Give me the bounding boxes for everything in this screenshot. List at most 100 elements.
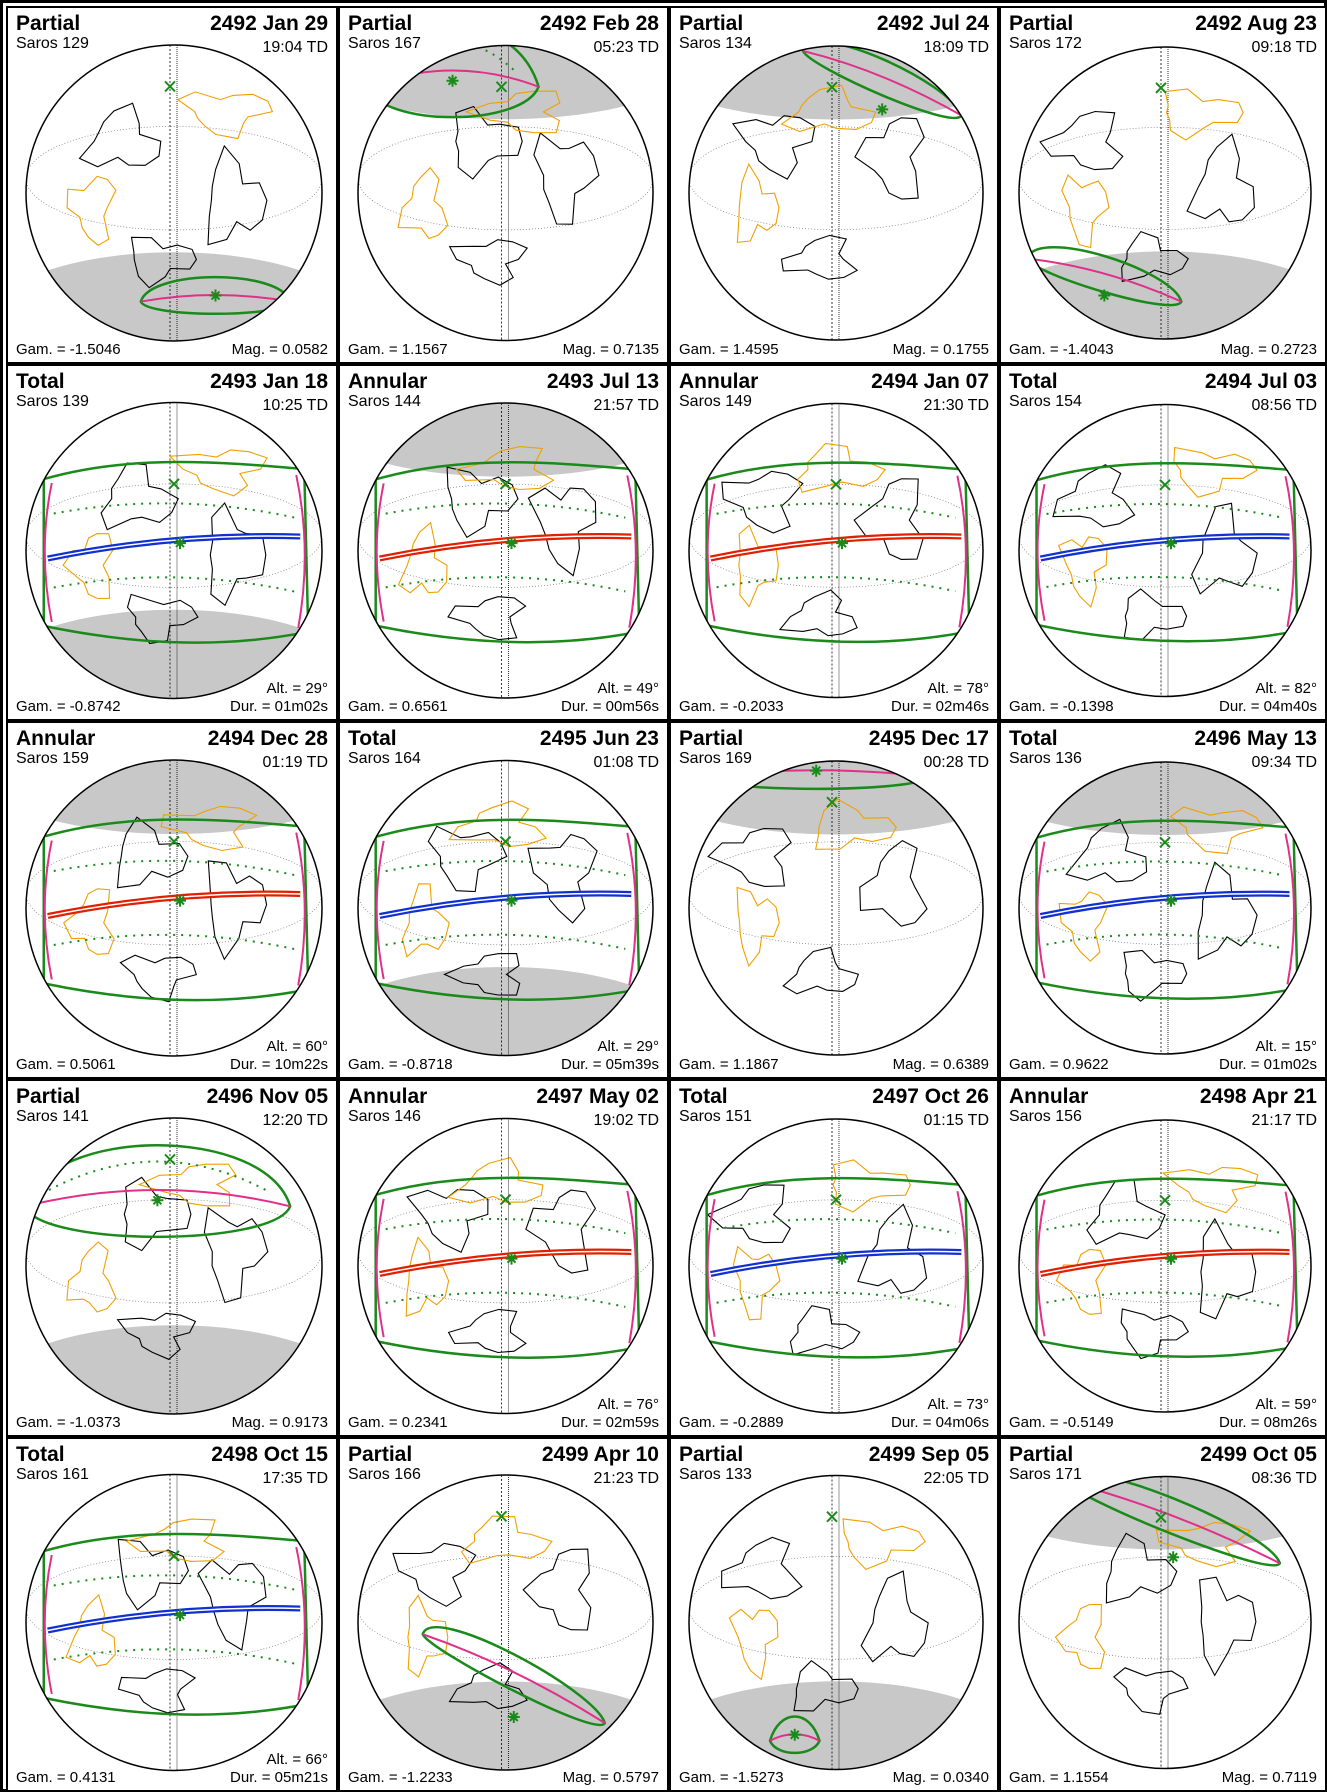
continent-outline bbox=[100, 462, 180, 531]
continent-outline bbox=[1052, 464, 1136, 528]
continent-outline bbox=[706, 1184, 792, 1244]
subsolar-point-marker bbox=[830, 478, 842, 491]
continent-outline bbox=[780, 234, 859, 280]
continent-outline bbox=[116, 816, 189, 889]
continent-outline bbox=[125, 1518, 226, 1562]
eclipse-time-label: 21:57 TD bbox=[593, 397, 659, 414]
saros-label: Saros 169 bbox=[679, 750, 752, 767]
continent-outline bbox=[736, 162, 780, 243]
continent-outline bbox=[1161, 1166, 1259, 1214]
globe-map bbox=[357, 1474, 654, 1771]
rise-set-curve bbox=[626, 1190, 637, 1344]
eclipse-type-label: Partial bbox=[679, 1443, 744, 1466]
eclipse-panel: Annular 2494 Dec 28 Saros 159 01:19 TD Gam. … bbox=[6, 721, 338, 1079]
globe-outline bbox=[688, 402, 984, 699]
night-region bbox=[26, 760, 322, 834]
eclipse-panel: Annular 2498 Apr 21 Saros 156 21:17 TD Gam. … bbox=[999, 1079, 1327, 1437]
continent-outline bbox=[780, 84, 877, 133]
continent-outline bbox=[130, 236, 198, 289]
duration-label: Dur. = 01m02s bbox=[1219, 1056, 1317, 1073]
continent-outline bbox=[401, 883, 450, 958]
continent-outline bbox=[66, 175, 117, 246]
rise-set-curve bbox=[295, 832, 306, 986]
eclipse-type-label: Annular bbox=[16, 727, 96, 750]
rise-set-curve bbox=[802, 49, 962, 117]
continent-outline bbox=[1197, 861, 1258, 960]
continent-outline bbox=[738, 524, 779, 608]
rise-set-curve bbox=[1284, 475, 1296, 627]
rise-set-curve bbox=[706, 483, 716, 622]
globe-outline bbox=[357, 759, 654, 1057]
continent-outline bbox=[1169, 806, 1264, 855]
gamma-label: Gam. = -1.4043 bbox=[1009, 341, 1114, 358]
rise-set-curve bbox=[375, 840, 385, 980]
continent-outline bbox=[1173, 446, 1258, 498]
eclipse-panel: Annular 2497 May 02 Saros 146 19:02 TD Gam. … bbox=[338, 1079, 669, 1437]
eclipse-panel: Partial 2492 Aug 23 Saros 172 09:18 TD Gam. … bbox=[999, 6, 1327, 364]
saros-label: Saros 146 bbox=[348, 1108, 421, 1125]
eclipse-date-label: 2494 Jan 07 bbox=[871, 370, 989, 393]
altitude-label: Alt. = 76° bbox=[597, 1396, 659, 1413]
rise-set-curve bbox=[26, 1189, 291, 1208]
eclipse-time-label: 01:08 TD bbox=[593, 754, 659, 771]
night-region bbox=[689, 46, 983, 120]
eclipse-date-label: 2494 Dec 28 bbox=[207, 727, 328, 750]
globe-outline bbox=[688, 45, 984, 341]
continent-outline bbox=[731, 115, 816, 180]
eclipse-date-label: 2492 Aug 23 bbox=[1195, 12, 1317, 35]
altitude-label: Alt. = 15° bbox=[1255, 1038, 1317, 1055]
greatest-eclipse-marker bbox=[876, 103, 889, 116]
globe-map bbox=[688, 45, 984, 341]
continent-outline bbox=[455, 446, 555, 491]
eclipse-type-label: Total bbox=[1009, 370, 1058, 393]
saros-label: Saros 129 bbox=[16, 35, 89, 52]
globe-outline bbox=[1018, 1119, 1312, 1413]
saros-label: Saros 133 bbox=[679, 1466, 752, 1483]
rise-set-curve bbox=[375, 1198, 385, 1338]
eclipse-type-label: Total bbox=[16, 1443, 65, 1466]
continent-outline bbox=[853, 478, 924, 560]
eclipse-path-group bbox=[374, 461, 641, 644]
eclipse-path-group bbox=[42, 818, 310, 1002]
eclipse-panel: Total 2495 Jun 23 Saros 164 01:08 TD Gam. = … bbox=[338, 721, 669, 1079]
magnitude-curve bbox=[53, 1574, 295, 1591]
rise-set-curve bbox=[1036, 483, 1046, 621]
continent-outline bbox=[78, 102, 162, 168]
gamma-label: Gam. = -0.2889 bbox=[679, 1414, 784, 1431]
night-region bbox=[1019, 762, 1311, 835]
eclipse-type-label: Partial bbox=[348, 1443, 413, 1466]
eclipse-date-label: 2492 Feb 28 bbox=[539, 12, 659, 35]
globe-map bbox=[688, 760, 984, 1056]
altitude-label: Alt. = 60° bbox=[266, 1038, 328, 1055]
globe-map bbox=[357, 1117, 654, 1415]
greatest-eclipse-marker bbox=[209, 289, 222, 302]
eclipse-path-group bbox=[1035, 819, 1299, 1001]
eclipse-date-label: 2493 Jul 13 bbox=[546, 370, 659, 393]
eclipse-time-label: 19:04 TD bbox=[262, 39, 328, 56]
subsolar-point-marker bbox=[499, 1193, 512, 1206]
continent-outline bbox=[533, 132, 600, 225]
globe-outline bbox=[357, 1117, 654, 1415]
continent-outline bbox=[1113, 1667, 1189, 1715]
eclipse-time-label: 08:56 TD bbox=[1251, 397, 1317, 414]
greatest-eclipse-marker bbox=[505, 894, 518, 907]
eclipse-path-group bbox=[1025, 82, 1183, 307]
eclipse-date-label: 2494 Jul 03 bbox=[1204, 370, 1317, 393]
greatest-eclipse-marker bbox=[836, 537, 848, 550]
duration-label: Dur. = 01m02s bbox=[230, 698, 328, 715]
altitude-label: Alt. = 29° bbox=[266, 680, 328, 697]
globe-outline bbox=[357, 1474, 654, 1771]
night-region bbox=[26, 609, 322, 699]
eclipse-panel: Partial 2499 Oct 05 Saros 171 08:36 TD Gam. … bbox=[999, 1437, 1327, 1792]
globe-map bbox=[688, 1474, 984, 1771]
eclipse-panel: Partial 2492 Jan 29 Saros 129 19:04 TD Gam. … bbox=[6, 6, 338, 364]
saros-label: Saros 166 bbox=[348, 1466, 421, 1483]
continent-outline bbox=[397, 521, 448, 594]
greatest-eclipse-marker bbox=[174, 537, 186, 550]
continent-outline bbox=[65, 1593, 116, 1667]
eclipse-panel: Partial 2496 Nov 05 Saros 141 12:20 TD Gam. … bbox=[6, 1079, 338, 1437]
globe-map bbox=[25, 759, 323, 1057]
gamma-label: Gam. = 0.2341 bbox=[348, 1414, 448, 1431]
rise-set-curve bbox=[43, 1554, 53, 1695]
